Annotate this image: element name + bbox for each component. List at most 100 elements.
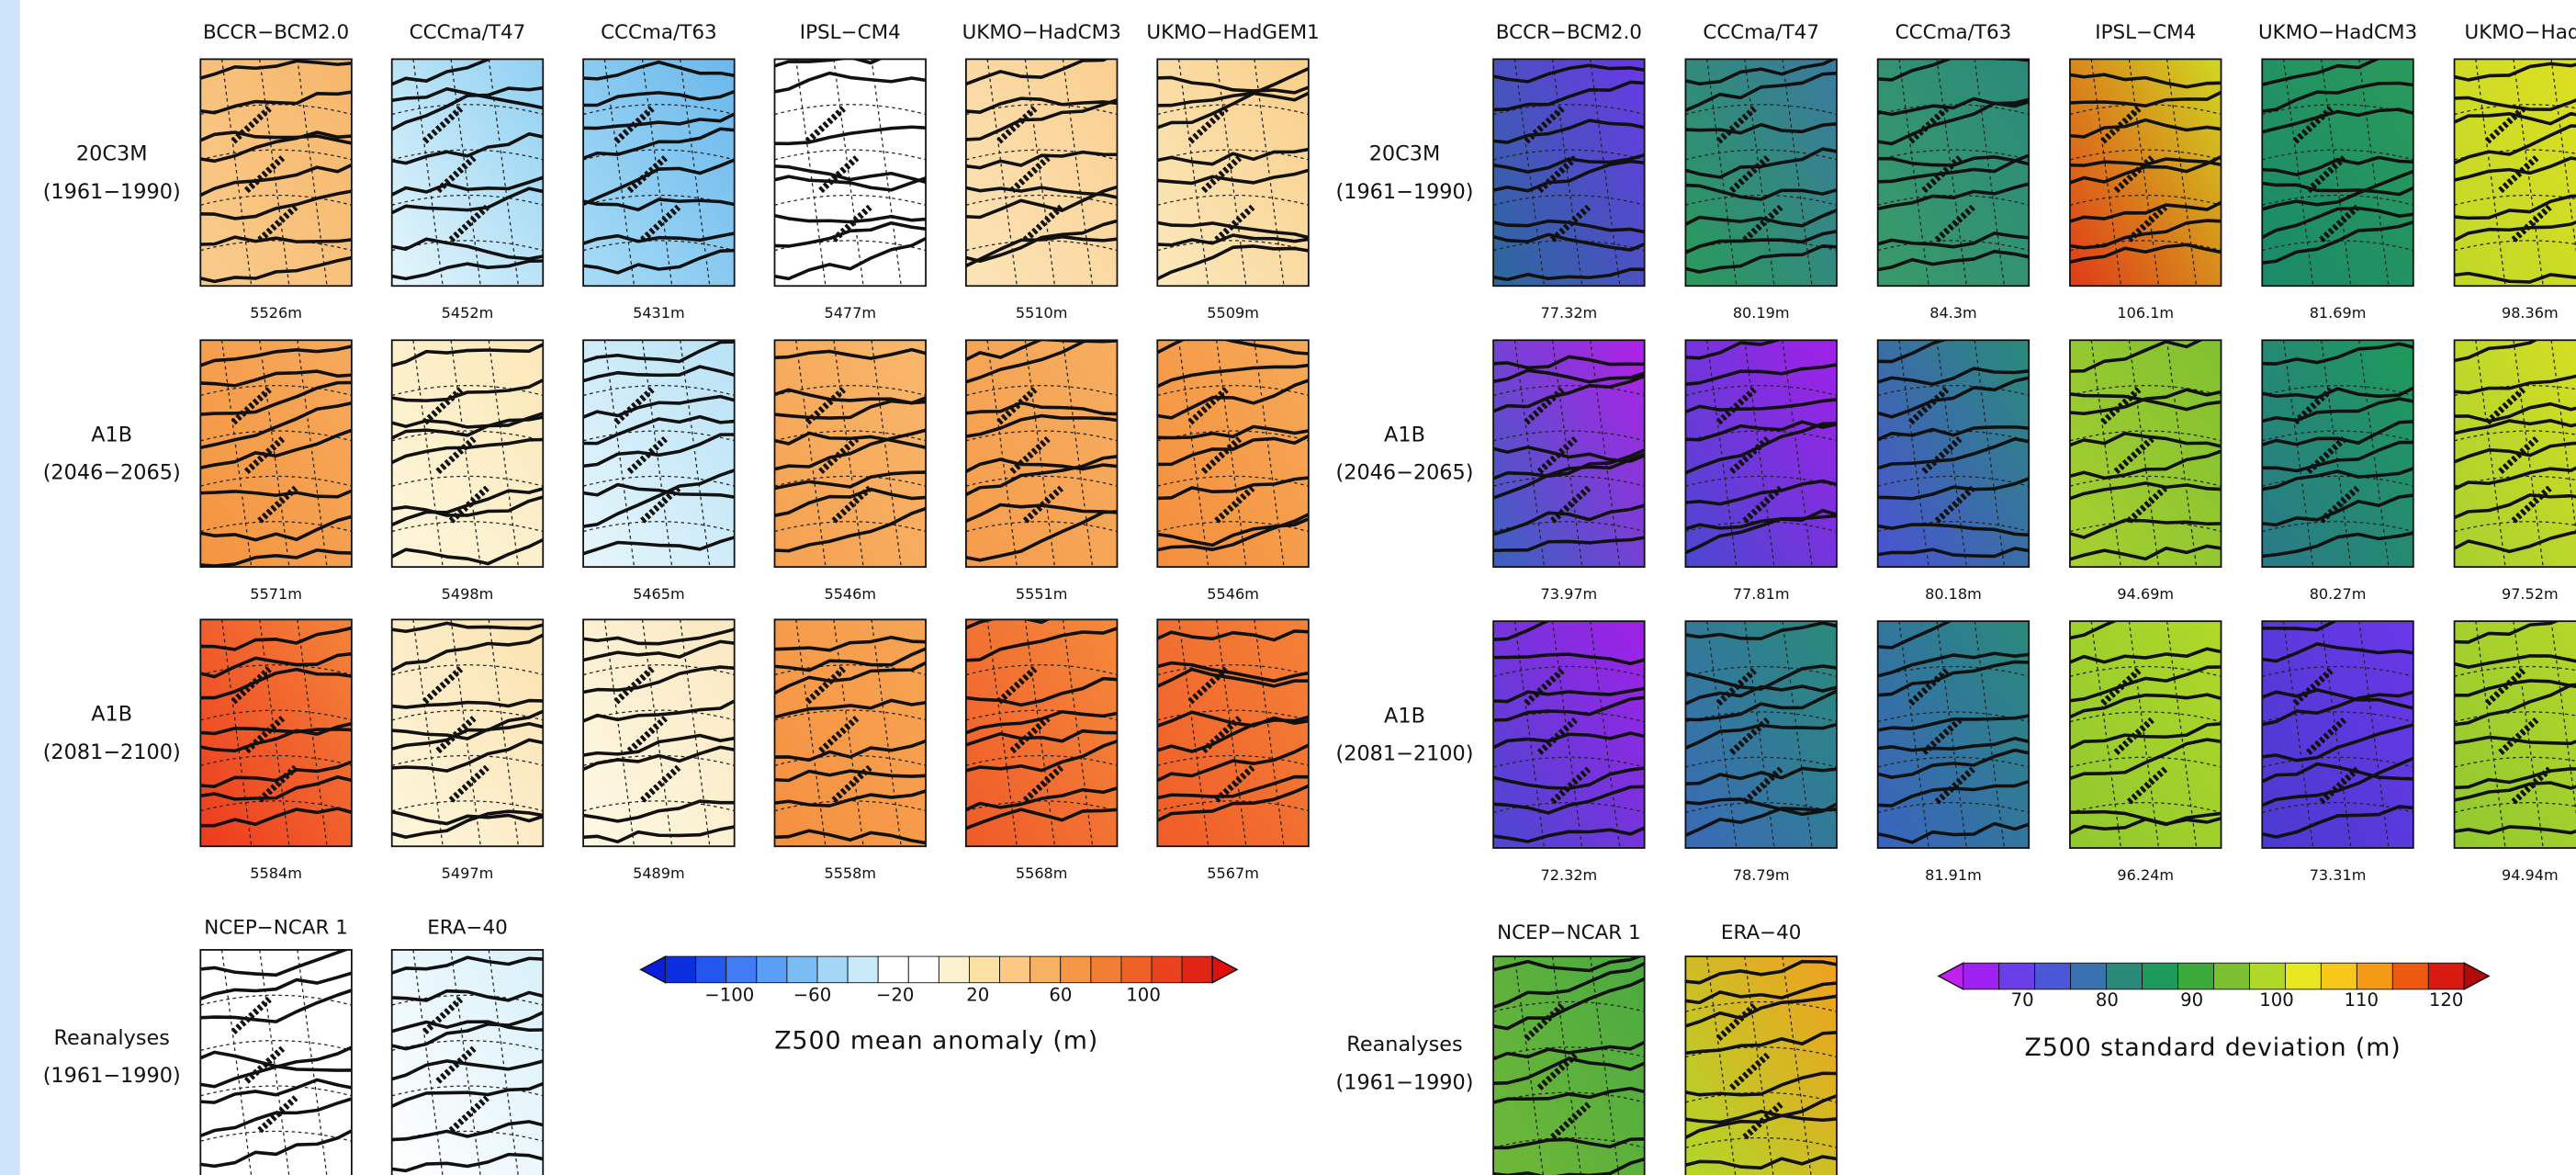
storm-track [448, 485, 489, 524]
map-frame [582, 618, 736, 848]
contour [2262, 181, 2413, 197]
map-frame [1156, 339, 1310, 569]
colorbar-tick: 110 [2345, 989, 2379, 1011]
colorbar-swatch [2320, 962, 2357, 990]
contour [1877, 476, 2030, 501]
contour [2262, 688, 2413, 710]
contour [2454, 621, 2561, 644]
contour [200, 971, 352, 1001]
contour [2069, 544, 2222, 561]
colorbar-swatch [2106, 962, 2143, 990]
meridian [2282, 340, 2314, 568]
map-frame [773, 618, 927, 848]
meridian [259, 59, 290, 287]
map-value: 5558m [824, 864, 876, 882]
colorbar-swatch [2249, 962, 2286, 990]
row-label: A1B [1384, 704, 1425, 728]
contour [1877, 424, 2030, 442]
map-field [774, 619, 927, 847]
meridian [1062, 59, 1094, 287]
contour [1685, 807, 1837, 838]
storm-track [626, 155, 668, 194]
map-value: 5497m [442, 864, 494, 882]
meridian [2475, 621, 2506, 849]
row-label: (1961−1990) [1336, 180, 1474, 204]
contour [391, 809, 544, 826]
column-header: NCEP−NCAR 1 [1497, 921, 1641, 944]
storm-track [1921, 435, 1963, 475]
map-value: 77.32m [1541, 304, 1598, 322]
contour [1493, 80, 1645, 112]
contour [1157, 661, 1309, 684]
contour [2262, 805, 2413, 839]
meridian [1744, 621, 1775, 849]
contour [200, 667, 352, 700]
map-value: 80.18m [1925, 585, 1982, 603]
contour [965, 59, 1109, 86]
contour [583, 627, 735, 646]
map-value: 5477m [824, 304, 876, 322]
storm-track [1214, 204, 1255, 243]
meridian [641, 59, 673, 287]
meridian [1513, 621, 1546, 849]
meridian [1551, 59, 1583, 287]
map-field [965, 59, 1118, 287]
contour [583, 127, 735, 161]
map [583, 619, 735, 847]
contour [1685, 1071, 1837, 1097]
contour [1685, 514, 1837, 555]
map [1685, 621, 1837, 849]
contour [965, 97, 1118, 141]
contour [1493, 452, 1645, 500]
contour [2069, 647, 2222, 664]
contour [391, 437, 544, 465]
contour [1157, 378, 1309, 420]
contour [1877, 182, 2030, 211]
contour [583, 482, 735, 499]
map [1685, 59, 1837, 287]
storm-track [1022, 485, 1064, 524]
contour [1877, 59, 2030, 82]
contour [200, 949, 350, 977]
contour [2454, 401, 2576, 424]
map-frame [1156, 618, 1310, 848]
contour [1685, 1155, 1837, 1170]
storm-track [1550, 485, 1592, 524]
contour [1877, 651, 2030, 678]
storm-track [2498, 717, 2539, 755]
colorbar-swatch [2356, 962, 2393, 990]
contour [774, 399, 927, 420]
storm-track [2113, 717, 2154, 755]
contour [1685, 230, 1837, 254]
colorbar-swatch [907, 955, 939, 984]
contour [1685, 621, 1837, 640]
contour [583, 469, 735, 528]
storm-track [1524, 668, 1565, 706]
storm-track [1524, 106, 1565, 144]
map-frame [964, 339, 1119, 569]
storm-track [2511, 485, 2552, 524]
storm-track [422, 387, 464, 425]
contour [391, 85, 544, 131]
column-header: NCEP−NCAR 1 [204, 917, 348, 940]
colorbar-swatch [816, 955, 849, 984]
contour [391, 342, 544, 367]
contour [200, 760, 352, 788]
contour [965, 413, 1118, 438]
storm-track [818, 155, 860, 194]
colorbar-swatch [1120, 955, 1153, 984]
map-frame [1684, 339, 1838, 569]
meridian [1782, 59, 1813, 287]
storm-track [640, 485, 681, 524]
contour [200, 721, 352, 753]
meridian [1936, 340, 1967, 568]
contour [583, 340, 735, 364]
meridian [1024, 59, 1056, 287]
map [2454, 621, 2576, 849]
storm-track [231, 996, 272, 1035]
map-value: 96.24m [2117, 866, 2174, 884]
contour [1685, 959, 1837, 985]
contour [1685, 981, 1837, 1005]
storm-track [1187, 387, 1229, 425]
storm-track [243, 435, 286, 475]
